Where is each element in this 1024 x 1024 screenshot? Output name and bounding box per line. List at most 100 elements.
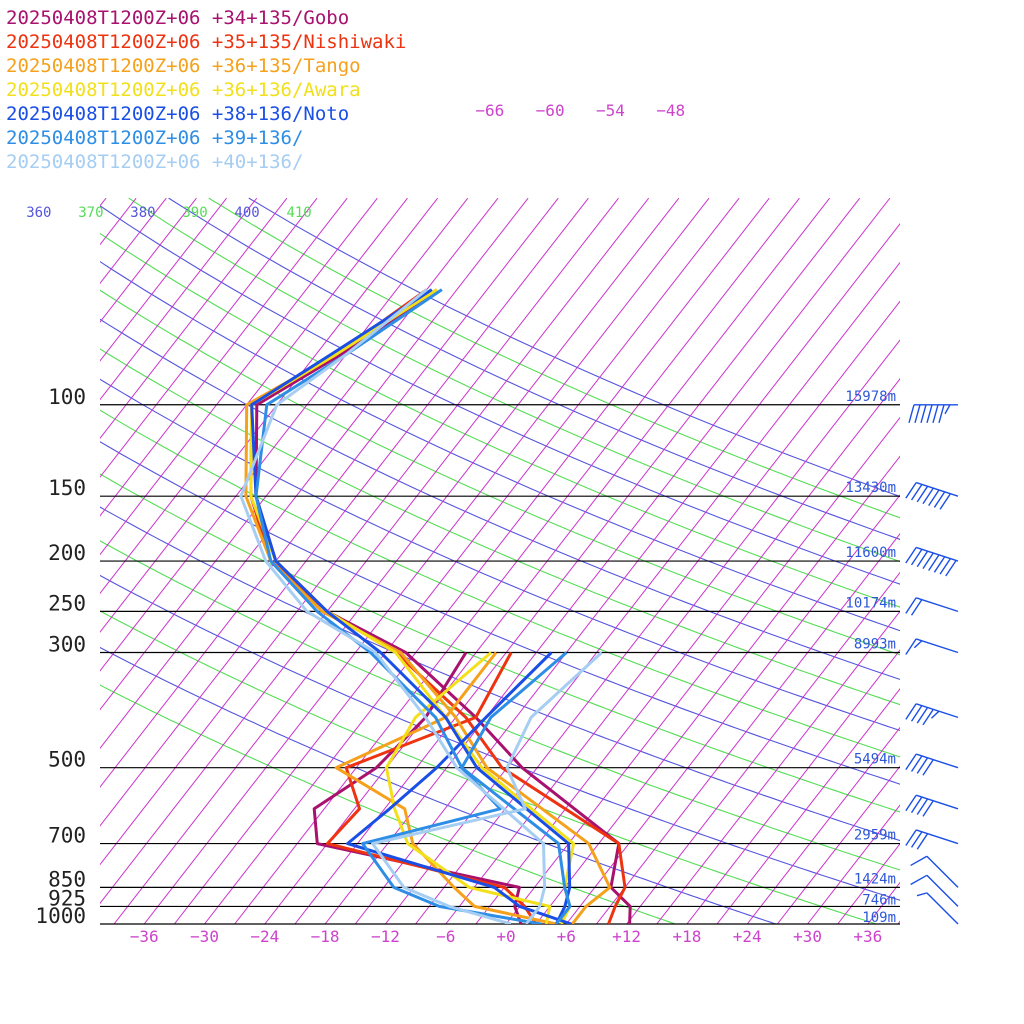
legend-entry: 20250408T1200Z+06 +39+136/: [6, 127, 303, 149]
wind-barb-feather: [916, 892, 928, 897]
theta-line: [100, 684, 678, 924]
wind-barb-feather: [908, 404, 915, 423]
isotherm-line: [100, 197, 258, 401]
wind-barbs: [905, 404, 959, 925]
wind-barb-feather: [910, 874, 928, 886]
dewpoint-line: [361, 651, 568, 924]
theta-label: 370: [78, 205, 103, 221]
theta-line: [100, 232, 900, 608]
dewpoint-line: [346, 651, 572, 924]
wind-barb-feather: [905, 597, 917, 614]
wind-barb-shaft: [915, 638, 959, 654]
x-tick-label: −24: [250, 927, 279, 946]
legend-entry: 20250408T1200Z+06 +36+135/Tango: [6, 55, 361, 77]
temperature-line: [244, 288, 612, 924]
x-tick-label: +24: [733, 927, 762, 946]
isotherm-line: [100, 197, 378, 556]
wind-barb-feather: [914, 404, 921, 423]
wind-barb-feather: [939, 493, 951, 510]
wind-barb-feather: [916, 485, 929, 503]
theta-label: 410: [286, 205, 311, 221]
isotherm-line: [897, 920, 900, 924]
wind-barb-shaft: [926, 892, 959, 925]
wind-barb-feather: [922, 800, 934, 817]
theta-line: [100, 506, 900, 842]
pressure-label: 100: [48, 385, 86, 409]
wind-barb-feather: [938, 404, 945, 423]
theta-line: [248, 197, 900, 498]
wind-barb-shaft: [915, 481, 959, 497]
height-label: 2959m: [854, 828, 896, 844]
theta-line: [100, 473, 900, 813]
wind-barb-feather: [928, 554, 940, 571]
legend: 20250408T1200Z+06 +34+135/Gobo 20250408T1…: [6, 7, 406, 173]
wind-barb-feather: [905, 829, 917, 846]
wind-barb-shaft: [915, 703, 959, 719]
wind-barb-feather: [922, 759, 934, 776]
isotherm-line: [746, 726, 900, 924]
wind-barb-feather: [916, 550, 929, 568]
height-label: 15978m: [845, 389, 896, 405]
legend-entry: 20250408T1200Z+06 +38+136/Noto: [6, 103, 349, 125]
wind-barb-feather: [916, 757, 929, 774]
theta-line: [128, 197, 900, 563]
wind-barb-feather: [930, 710, 940, 719]
isotherm-label: −66: [475, 101, 504, 120]
x-tick-label: −12: [371, 927, 400, 946]
pressure-label: 700: [48, 824, 86, 848]
theta-line: [100, 205, 900, 585]
isotherm-line: [686, 649, 900, 924]
x-tick-label: +18: [672, 927, 701, 946]
x-tick-label: −6: [436, 927, 455, 946]
height-label: 109m: [862, 910, 896, 926]
temperature-line: [250, 288, 572, 924]
wind-barb-feather: [910, 548, 923, 566]
temperature-line: [239, 288, 547, 924]
isotherm-line: [626, 571, 900, 924]
wind-barb-feather: [905, 547, 917, 564]
theta-label: 380: [130, 205, 155, 221]
isotherm-line: [958, 198, 1024, 924]
isotherm-line: [776, 765, 900, 924]
height-label: 5494m: [854, 752, 896, 768]
isotherm-label: −60: [536, 101, 565, 120]
x-tick-label: −18: [311, 927, 340, 946]
dewpoint-line: [371, 651, 603, 924]
wind-barb-shaft: [915, 546, 959, 562]
height-label: 13430m: [845, 480, 896, 496]
wind-barb-feather: [926, 404, 933, 423]
x-tick-label: +12: [612, 927, 641, 946]
theta-line: [100, 540, 900, 871]
wind-barb-feather: [910, 831, 923, 848]
pressure-label: 500: [48, 748, 86, 772]
legend-entry: 20250408T1200Z+06 +34+135/Gobo: [6, 7, 349, 29]
theta-label: 390: [182, 205, 207, 221]
wind-barb-feather: [910, 755, 923, 772]
wind-barb-feather: [913, 640, 923, 649]
theta-labels: 310320330340350360370380390400410: [26, 205, 312, 221]
x-tick-label: −30: [190, 927, 219, 946]
theta-line: [100, 409, 900, 758]
pressure-label: 925: [48, 886, 86, 910]
theta-line: [100, 378, 900, 732]
wind-barb-feather: [922, 552, 934, 569]
theta-line: [100, 318, 900, 681]
isotherm-line: [100, 197, 197, 323]
wind-barb-feather: [905, 794, 917, 812]
theta-line: [208, 197, 900, 519]
wind-barb-feather: [910, 796, 923, 814]
theta-label: 360: [26, 205, 51, 221]
wind-barb-feather: [933, 556, 946, 573]
dewpoint-line: [384, 651, 552, 924]
isotherm-line: [100, 197, 288, 440]
pressure-label: 150: [48, 476, 86, 500]
isotherm-label: −48: [656, 101, 685, 120]
theta-line: [100, 260, 900, 632]
pressure-label: 850: [48, 867, 86, 891]
dewpoint-line: [334, 651, 557, 924]
pressure-label: 200: [48, 541, 86, 565]
wind-barb-feather: [910, 855, 928, 867]
wind-barb-shaft: [915, 597, 959, 613]
temperature-line: [254, 288, 572, 924]
